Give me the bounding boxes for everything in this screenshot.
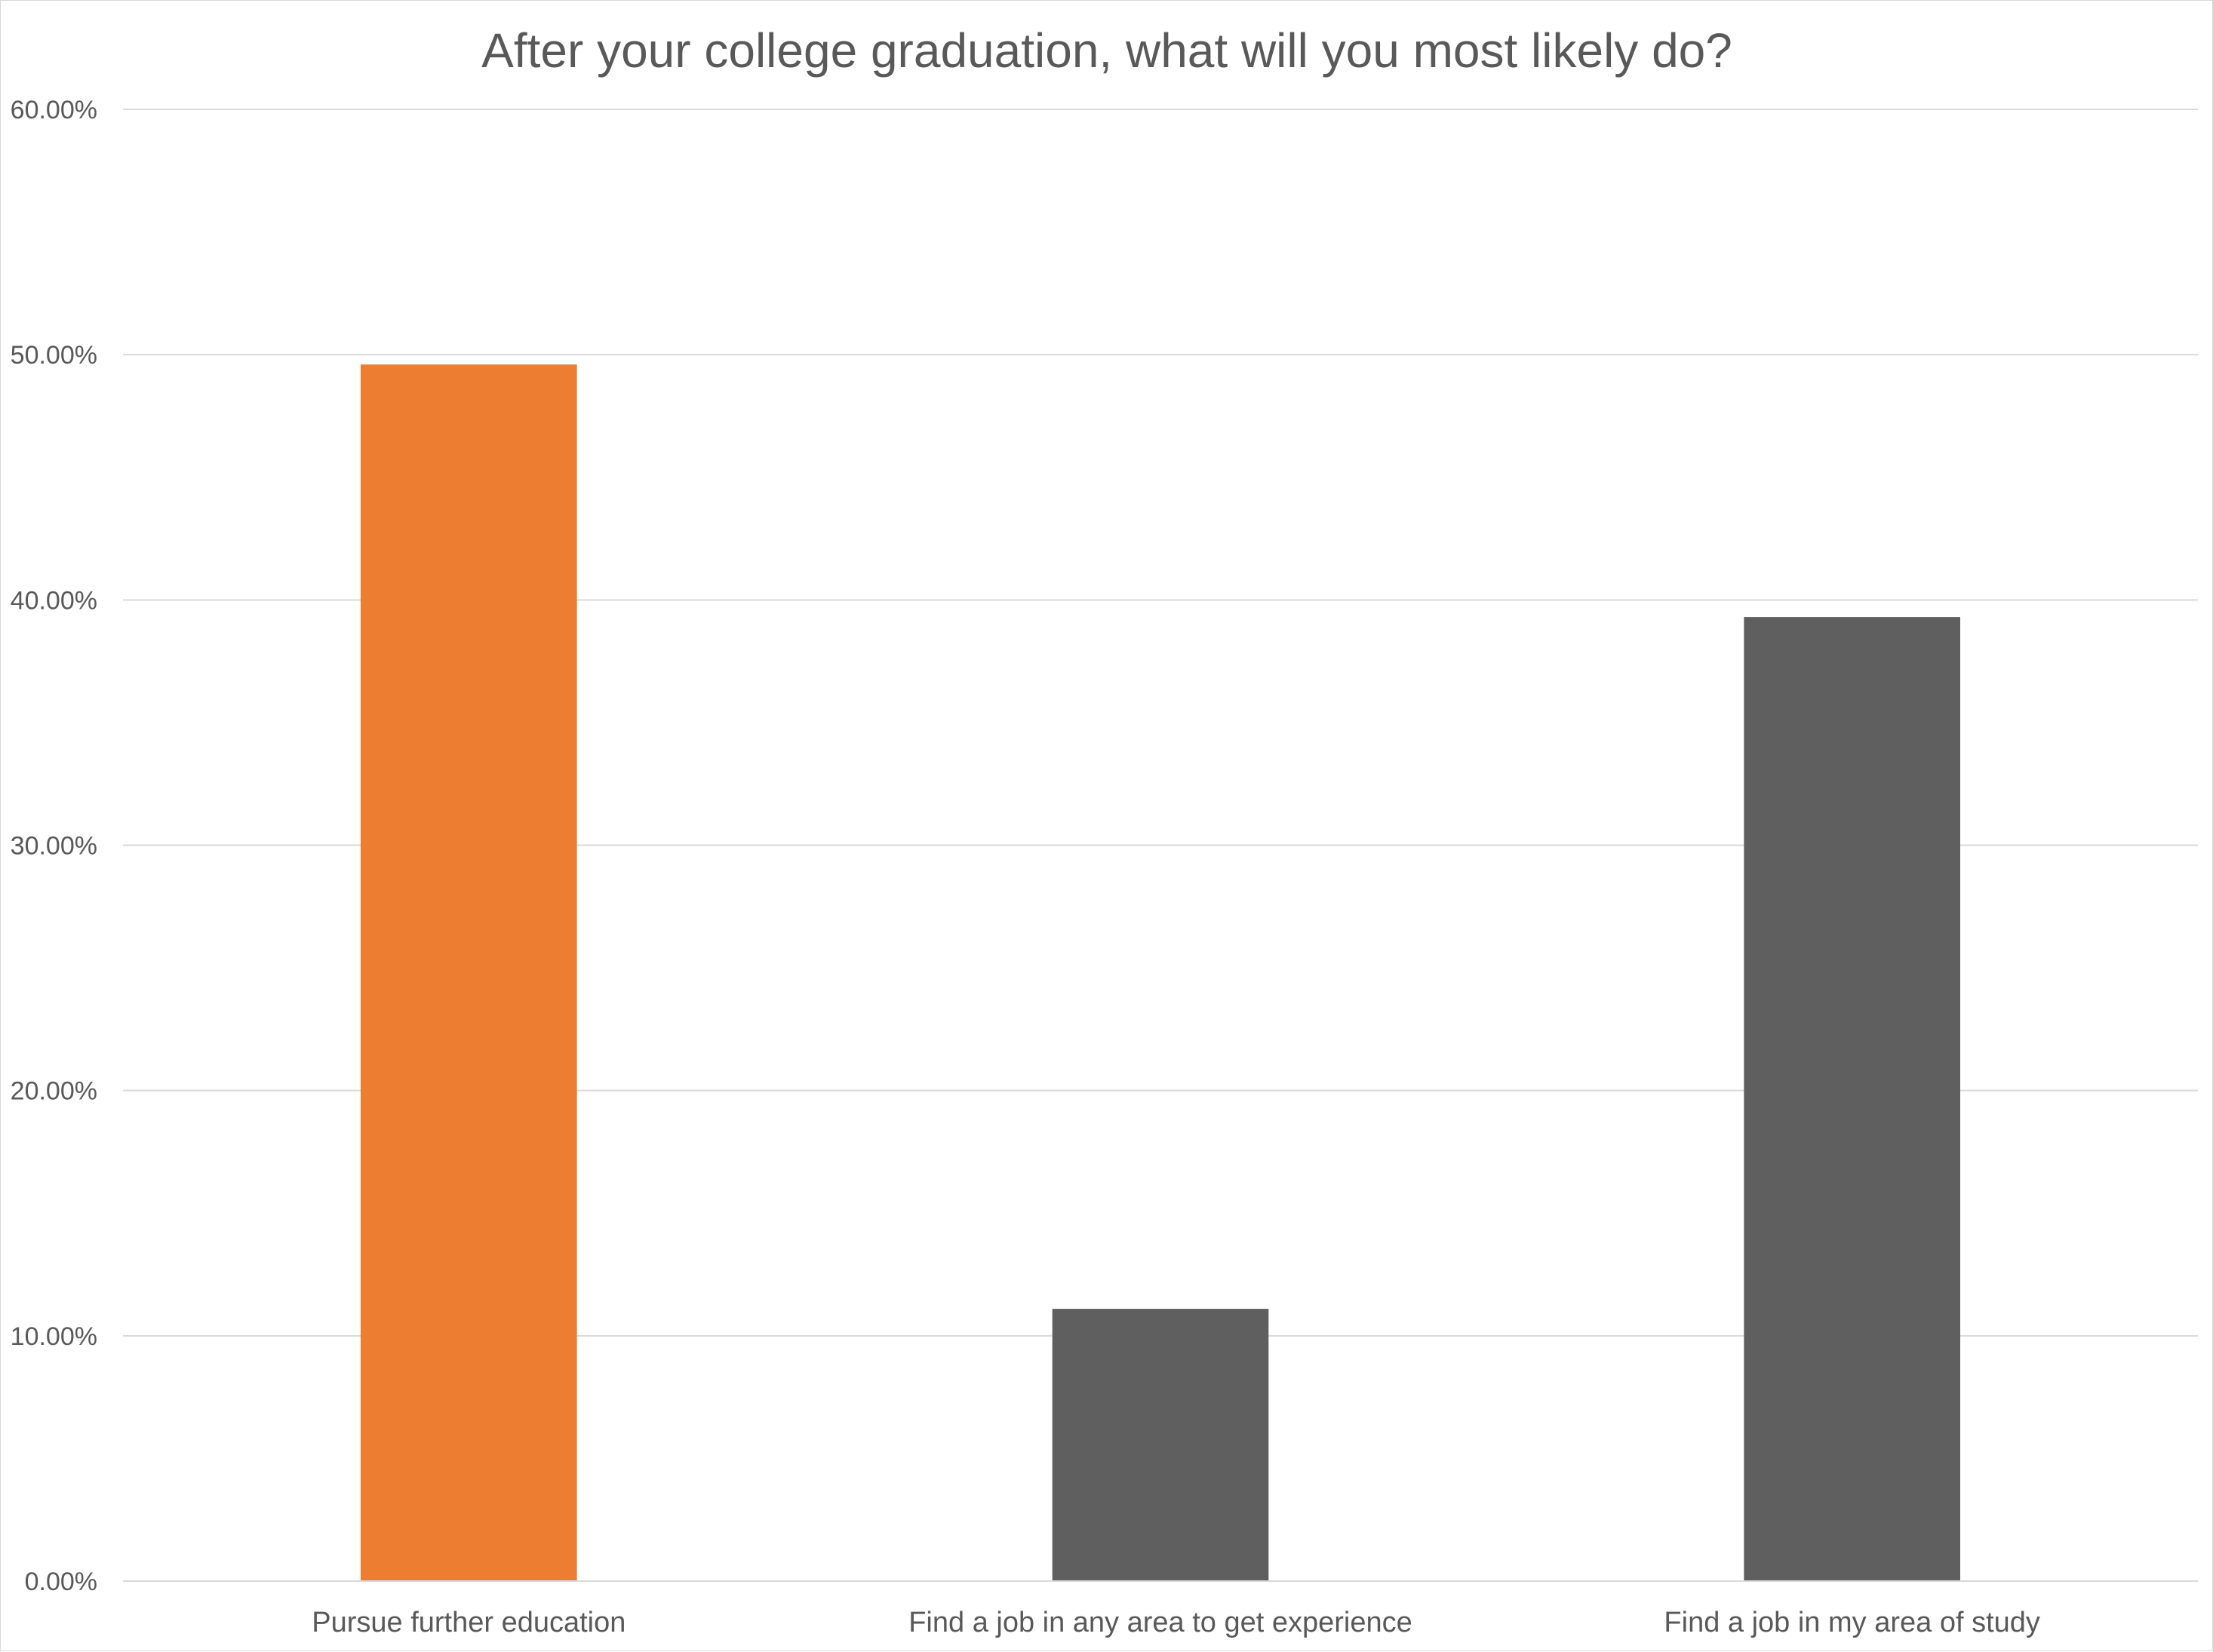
bars xyxy=(361,364,1960,1581)
y-tick-label: 0.00% xyxy=(25,1568,97,1596)
chart-title: After your college graduation, what will… xyxy=(481,23,1732,78)
y-tick-label: 60.00% xyxy=(11,96,97,124)
y-tick-label: 10.00% xyxy=(11,1322,97,1351)
y-tick-label: 20.00% xyxy=(11,1077,97,1106)
bar xyxy=(1052,1309,1269,1581)
y-tick-label: 40.00% xyxy=(11,586,97,615)
bar xyxy=(361,364,577,1581)
y-axis-tick-labels: 0.00% 10.00% 20.00% 30.00% 40.00% 50.00% 60.00… xyxy=(11,96,97,1596)
x-category-label: Pursue further education xyxy=(312,1607,625,1638)
x-category-label: Find a job in my area of study xyxy=(1664,1607,2039,1638)
x-axis-category-labels: Pursue further education Find a job in an… xyxy=(312,1607,2040,1638)
x-category-label: Find a job in any area to get experience xyxy=(908,1607,1412,1638)
y-tick-label: 30.00% xyxy=(11,832,97,861)
y-tick-label: 50.00% xyxy=(11,341,97,370)
bar xyxy=(1744,617,1960,1581)
